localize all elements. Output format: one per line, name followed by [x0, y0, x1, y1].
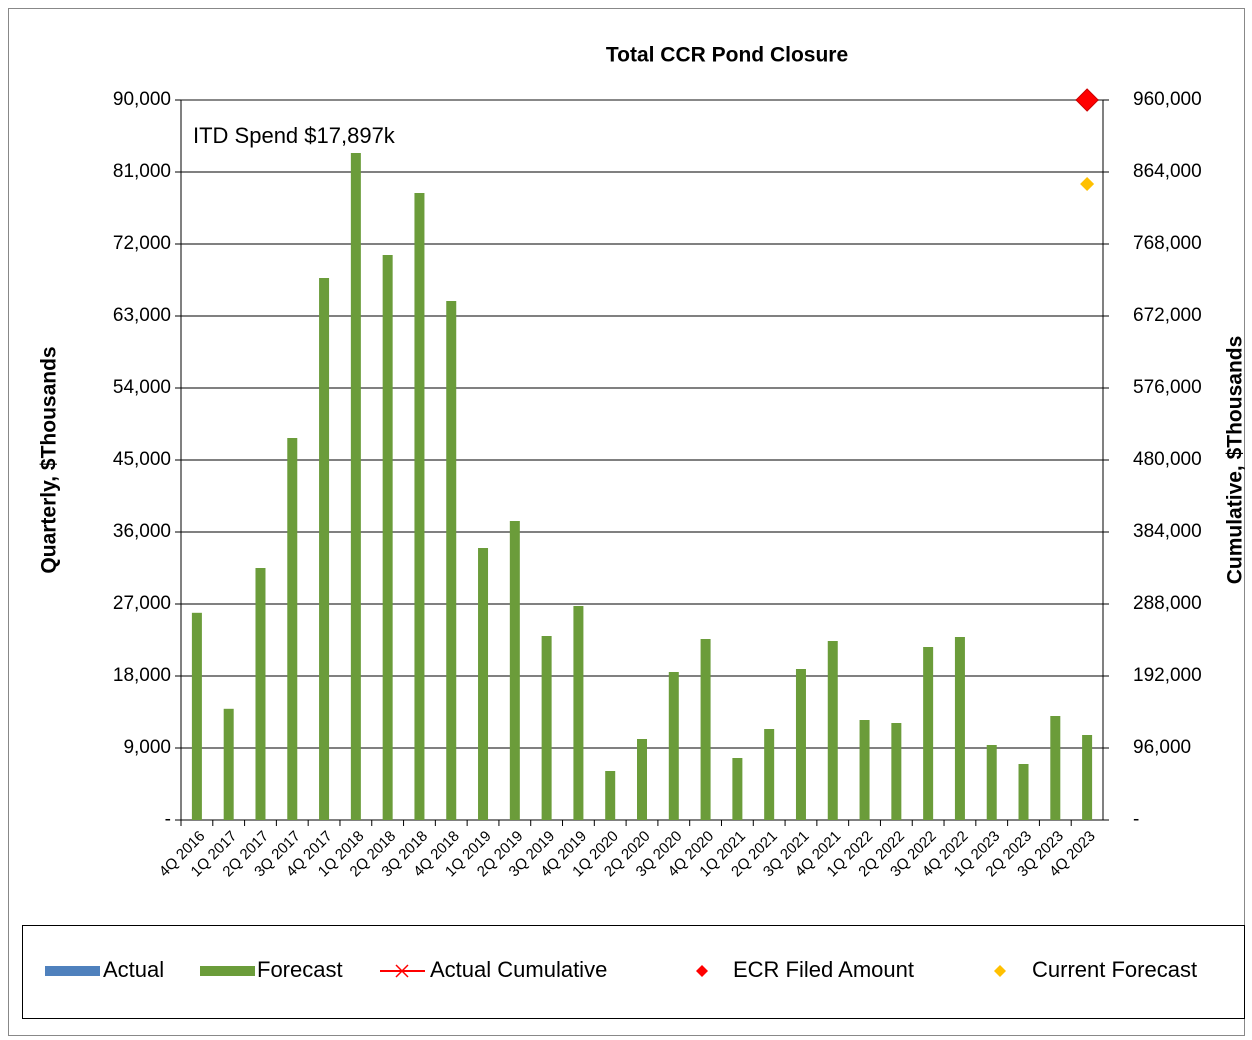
bar	[414, 193, 425, 820]
bar	[255, 568, 266, 820]
legend-swatch	[994, 965, 1006, 977]
y-tick-label: -	[165, 809, 171, 830]
annotation: ITD Spend $17,897k	[193, 123, 396, 148]
y2-tick-label: -	[1133, 809, 1139, 830]
bar	[478, 548, 489, 820]
point	[1075, 88, 1099, 112]
bar	[573, 606, 584, 820]
bar	[764, 729, 775, 820]
bar	[319, 278, 330, 820]
y2-axis-label: Cumulative, $Thousands	[1224, 336, 1247, 585]
chart-frame	[8, 8, 1245, 1036]
bar	[891, 723, 902, 820]
bar	[382, 255, 393, 820]
y2-tick-label: 480,000	[1133, 449, 1202, 470]
y-axis-label: Quarterly, $Thousands	[38, 346, 61, 573]
y2-tick-label: 384,000	[1133, 521, 1202, 542]
point	[1080, 177, 1095, 191]
bar	[191, 612, 202, 820]
y2-tick-label: 864,000	[1133, 161, 1202, 182]
y-tick-label: 72,000	[113, 233, 171, 254]
bar	[446, 301, 457, 820]
y-tick-label: 36,000	[113, 521, 171, 542]
bar	[795, 669, 806, 820]
y2-tick-label: 288,000	[1133, 593, 1202, 614]
y-tick-label: 81,000	[113, 161, 171, 182]
bar	[732, 758, 743, 820]
y2-tick-label: 960,000	[1133, 89, 1202, 110]
bar	[859, 720, 870, 820]
legend-label: Current Forecast	[1032, 957, 1197, 982]
bar	[637, 739, 647, 820]
bar	[986, 745, 997, 820]
bar	[223, 708, 234, 820]
y-tick-label: 54,000	[113, 377, 171, 398]
bar	[923, 647, 934, 820]
bar	[1082, 735, 1093, 820]
bar	[350, 153, 361, 820]
y-tick-label: 63,000	[113, 305, 171, 326]
y2-tick-label: 96,000	[1133, 737, 1191, 758]
legend-label: Actual	[103, 957, 164, 982]
bar	[827, 641, 838, 820]
bar	[1018, 764, 1029, 820]
legend-label: Forecast	[257, 957, 343, 982]
y-tick-label: 9,000	[123, 737, 171, 758]
legend-swatch	[696, 965, 708, 977]
bar	[541, 636, 552, 820]
legend-swatch	[395, 964, 409, 978]
y2-tick-label: 192,000	[1133, 665, 1202, 686]
y-tick-label: 18,000	[113, 665, 171, 686]
y2-tick-label: 576,000	[1133, 377, 1202, 398]
bar	[509, 521, 520, 820]
y-tick-label: 27,000	[113, 593, 171, 614]
chart-title: Total CCR Pond Closure	[606, 44, 848, 67]
bar	[954, 637, 965, 820]
bar	[605, 771, 616, 820]
y2-tick-label: 672,000	[1133, 305, 1202, 326]
y2-tick-label: 768,000	[1133, 233, 1202, 254]
legend-swatch	[45, 966, 100, 976]
y-tick-label: 90,000	[113, 89, 171, 110]
bar	[1050, 716, 1061, 820]
bar	[287, 438, 298, 820]
legend-label: ECR Filed Amount	[733, 957, 914, 982]
legend-label: Actual Cumulative	[430, 957, 607, 982]
legend-swatch	[200, 966, 255, 976]
legend-frame	[22, 925, 1245, 1019]
bar	[668, 672, 679, 820]
bar	[700, 639, 711, 820]
y-tick-label: 45,000	[113, 449, 171, 470]
